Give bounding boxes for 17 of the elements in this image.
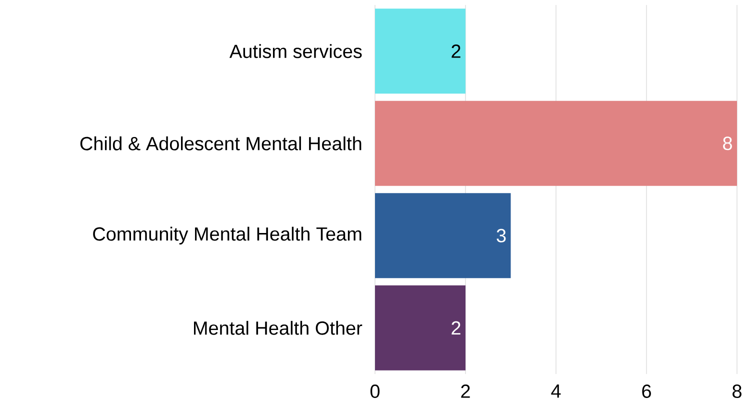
x-tick-label: 6 — [642, 384, 651, 398]
x-tick-label: 8 — [732, 384, 742, 398]
y-tick-label: Mental Health Other — [194, 320, 362, 335]
y-tick-label: Community Mental Health Team — [93, 226, 362, 244]
x-tick-label: 4 — [551, 384, 561, 398]
bar — [375, 193, 511, 278]
data-label: 2 — [452, 321, 460, 335]
y-tick-label: Autism services — [229, 44, 362, 58]
data-label: 2 — [452, 44, 460, 58]
bar — [375, 100, 738, 186]
y-tick-label: Child & Adolescent Mental Health — [80, 136, 362, 150]
data-label: 8 — [723, 136, 732, 150]
x-tick-label: 0 — [370, 384, 380, 398]
data-label: 3 — [496, 228, 506, 242]
bar — [375, 285, 466, 370]
bar — [375, 8, 466, 94]
x-tick-label: 2 — [461, 384, 470, 398]
